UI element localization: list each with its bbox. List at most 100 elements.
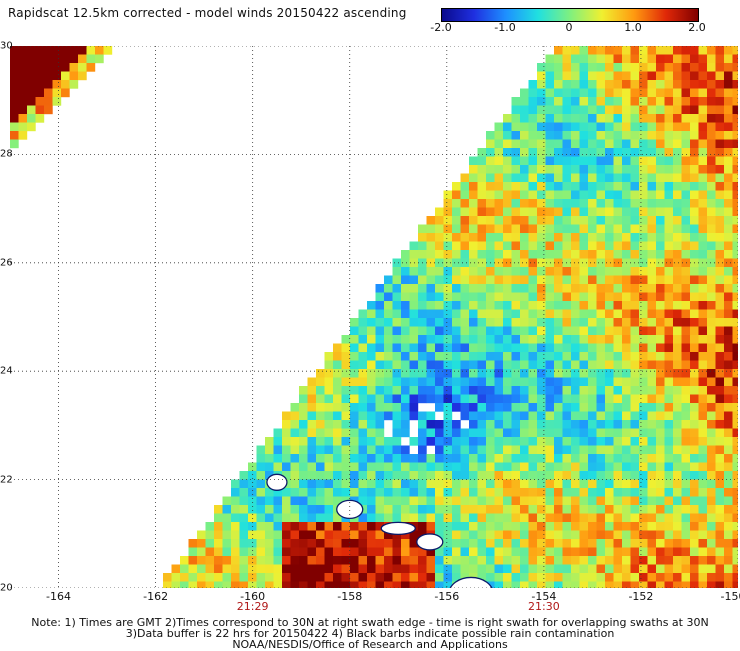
wind-cell	[528, 318, 538, 327]
wind-cell	[248, 573, 257, 582]
wind-cell	[409, 318, 419, 327]
wind-cell	[545, 377, 555, 387]
wind-cell	[562, 105, 572, 115]
wind-cell	[605, 250, 614, 259]
wind-cell	[52, 54, 62, 64]
wind-cell	[673, 182, 682, 191]
wind-cell	[511, 522, 521, 531]
wind-cell	[537, 496, 546, 506]
wind-cell	[545, 63, 555, 72]
wind-cell	[690, 522, 699, 531]
wind-cell	[511, 207, 521, 217]
wind-cell	[205, 556, 215, 565]
wind-cell	[690, 496, 699, 506]
wind-cell	[656, 165, 665, 174]
wind-cell	[554, 377, 563, 387]
wind-cell	[537, 63, 546, 72]
wind-cell	[562, 386, 572, 395]
wind-cell	[61, 80, 70, 89]
wind-cell	[503, 207, 512, 217]
wind-cell	[231, 539, 240, 548]
wind-cell	[605, 454, 614, 463]
wind-cell	[214, 581, 223, 588]
wind-cell	[435, 275, 444, 285]
wind-cell	[707, 139, 716, 149]
wind-cell	[477, 233, 487, 242]
wind-cell	[630, 216, 640, 225]
wind-cell	[528, 496, 538, 506]
wind-cell	[681, 335, 691, 344]
wind-cell	[647, 250, 657, 259]
wind-cell	[630, 564, 640, 574]
wind-cell	[554, 114, 563, 123]
wind-cell	[732, 309, 738, 319]
wind-cell	[630, 131, 640, 140]
wind-cell	[545, 114, 555, 123]
wind-cell	[690, 352, 699, 361]
wind-cell	[596, 267, 606, 276]
wind-cell	[545, 105, 555, 115]
wind-cell	[511, 454, 521, 463]
wind-cell	[316, 411, 325, 421]
wind-cell	[35, 54, 45, 64]
wind-cell	[724, 156, 733, 166]
wind-cell	[613, 522, 623, 531]
wind-cell	[511, 165, 521, 174]
wind-cell	[545, 462, 555, 472]
wind-cell	[647, 428, 657, 438]
wind-cell	[656, 420, 665, 429]
wind-cell	[460, 275, 470, 285]
wind-cell	[656, 182, 665, 191]
wind-cell	[630, 530, 640, 540]
wind-cell	[579, 539, 589, 548]
wind-cell	[588, 394, 597, 404]
wind-cell	[324, 411, 334, 421]
wind-cell	[724, 199, 733, 208]
wind-cell	[537, 292, 546, 302]
wind-cell	[256, 471, 266, 480]
wind-cell	[282, 471, 291, 480]
wind-cell	[290, 445, 300, 455]
wind-cell	[435, 301, 444, 310]
wind-cell	[732, 505, 738, 514]
wind-cell	[503, 301, 512, 310]
wind-cell	[460, 394, 470, 404]
wind-cell	[639, 581, 648, 588]
wind-cell	[282, 437, 291, 446]
wind-cell	[358, 343, 368, 353]
wind-cell	[656, 445, 665, 455]
wind-cell	[494, 454, 504, 463]
wind-cell	[698, 97, 708, 106]
wind-cell	[639, 199, 648, 208]
wind-cell	[528, 88, 538, 98]
wind-cell	[503, 505, 512, 514]
wind-cell	[494, 428, 504, 438]
wind-cell	[647, 522, 657, 531]
wind-cell	[282, 564, 291, 574]
wind-cell	[375, 377, 385, 387]
wind-cell	[503, 479, 512, 489]
wind-cell	[426, 573, 436, 582]
wind-cell	[528, 352, 538, 361]
wind-cell	[605, 369, 614, 378]
wind-cell	[656, 352, 665, 361]
wind-cell	[571, 54, 580, 64]
wind-cell	[554, 54, 563, 64]
wind-cell	[554, 190, 563, 200]
wind-cell	[732, 207, 738, 217]
wind-cell	[375, 556, 385, 565]
wind-cell	[392, 462, 402, 472]
wind-cell	[435, 335, 444, 344]
wind-cell	[248, 479, 257, 489]
wind-cell	[605, 488, 614, 497]
wind-cell	[554, 369, 563, 378]
wind-cell	[588, 581, 597, 588]
wind-cell	[324, 386, 334, 395]
wind-cell	[545, 71, 555, 81]
wind-cell	[503, 267, 512, 276]
wind-cell	[596, 496, 606, 506]
wind-cell	[690, 386, 699, 395]
wind-cell	[664, 411, 674, 421]
wind-cell	[732, 462, 738, 472]
wind-cell	[690, 292, 699, 302]
